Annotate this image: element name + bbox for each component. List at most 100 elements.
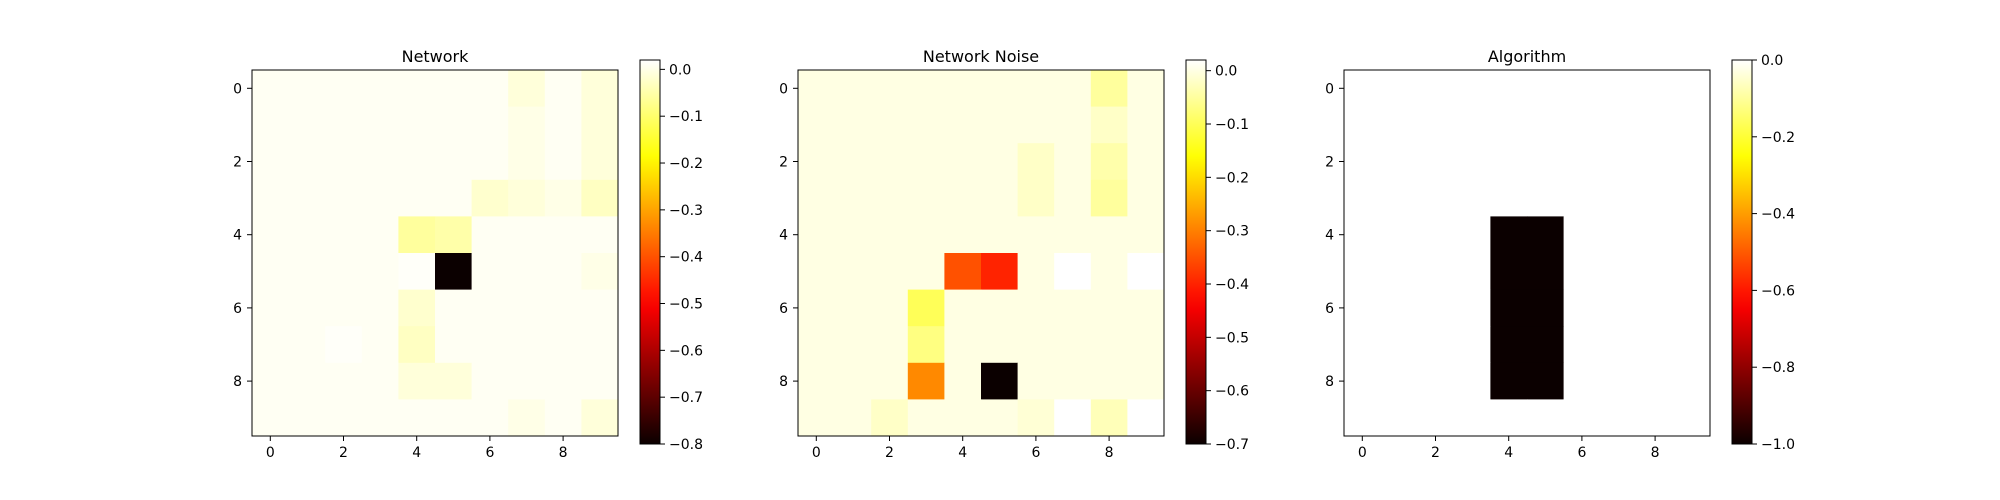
heatmap-cell-r4-c7	[1054, 216, 1092, 254]
colorbar-tick-label: 0.0	[669, 62, 691, 78]
x-tick-label: 6	[1031, 445, 1040, 461]
heatmap-cell-r3-c4	[944, 179, 982, 217]
heatmap-cell-r2-c6	[471, 143, 509, 181]
heatmap-cell-r4-c1	[1380, 216, 1418, 254]
heatmap-cell-r9-c5	[1527, 399, 1564, 437]
heatmap-cell-r9-c7	[1054, 399, 1092, 437]
heatmap-cell-r6-c6	[1563, 289, 1601, 327]
heatmap-cell-r9-c8	[544, 399, 582, 437]
heatmap-cell-r9-c7	[508, 399, 546, 437]
heatmap-cell-r0-c7	[1054, 70, 1092, 107]
heatmap-panel-2: Algorithm 0 2 4 6 8 0 2 4 6 8 0.0 −0.2 −0.4 −0.6 −0.8 −1…	[1325, 47, 1795, 461]
heatmap-cell-r6-c1	[1380, 289, 1418, 327]
heatmap-cell-r4-c1	[288, 216, 326, 254]
heatmap-cell-r8-c4	[944, 362, 982, 400]
axes-frame	[797, 69, 1165, 437]
heatmap-cell-r0-c9	[1127, 70, 1165, 107]
heatmap-cell-r6-c3	[1453, 289, 1491, 327]
heatmap-cell-r4-c2	[871, 216, 909, 254]
heatmap-cell-r5-c3	[907, 253, 945, 290]
heatmap-cell-r8-c6	[1017, 362, 1055, 400]
heatmap-cell-r9-c3	[1453, 399, 1491, 437]
colorbar-tick-label: 0.0	[1215, 64, 1237, 80]
colorbar-tick-label: −0.3	[669, 203, 703, 219]
heatmap-cell-r6-c5	[981, 289, 1018, 327]
heatmap-cell-r9-c5	[435, 399, 472, 437]
heatmap-cell-r5-c9	[581, 253, 619, 290]
heatmap-cell-r3-c5	[981, 179, 1018, 217]
heatmap-cell-r5-c0	[798, 253, 835, 290]
heatmap-cell-r0-c2	[871, 70, 909, 107]
heatmap-cell-r3-c0	[252, 179, 289, 217]
heatmap-cell-r3-c4	[1490, 179, 1528, 217]
heatmap-cell-r8-c4	[1490, 362, 1528, 400]
colorbar-tick-label: −0.6	[1761, 283, 1795, 299]
heatmap-cell-r9-c8	[1090, 399, 1128, 437]
heatmap-cell-r0-c8	[544, 70, 582, 107]
heatmap-cell-r5-c9	[1673, 253, 1711, 290]
y-tick-label: 6	[233, 301, 242, 317]
heatmap-cell-r8-c5	[981, 362, 1018, 400]
y-tick-label: 0	[233, 81, 242, 97]
heatmap-cell-r3-c6	[1563, 179, 1601, 217]
colorbar-tick-label: −0.7	[1215, 437, 1249, 453]
heatmap-cell-r0-c9	[581, 70, 619, 107]
heatmap-cell-r8-c7	[508, 362, 546, 400]
heatmap-cell-r4-c6	[471, 216, 509, 254]
colorbar	[1731, 59, 1753, 445]
heatmap-cell-r6-c4	[1490, 289, 1528, 327]
heatmap-cell-r2-c9	[1127, 143, 1165, 181]
heatmap-cell-r0-c2	[1417, 70, 1455, 107]
x-tick-label: 8	[1105, 445, 1114, 461]
colorbar-tick-label: −0.5	[1215, 330, 1249, 346]
heatmap-cell-r2-c8	[1090, 143, 1128, 181]
heatmap-cell-r5-c1	[288, 253, 326, 290]
heatmap-cell-r5-c8	[544, 253, 582, 290]
x-tick-label: 2	[339, 445, 348, 461]
heatmap-cell-r9-c6	[1563, 399, 1601, 437]
colorbar-tick-label: −0.1	[1215, 117, 1249, 133]
heatmap-cell-r7-c4	[1490, 326, 1528, 364]
heatmap-cell-r7-c8	[1090, 326, 1128, 364]
heatmap-cell-r6-c3	[907, 289, 945, 327]
heatmap-cell-r9-c3	[361, 399, 399, 437]
heatmap-cell-r1-c0	[1344, 106, 1381, 144]
heatmap-cell-r2-c0	[1344, 143, 1381, 181]
heatmap-cell-r3-c1	[834, 179, 872, 217]
heatmap-cell-r0-c3	[361, 70, 399, 107]
heatmap-cell-r1-c4	[398, 106, 436, 144]
heatmap-cell-r6-c9	[1673, 289, 1711, 327]
heatmap-cell-r1-c0	[798, 106, 835, 144]
heatmap-cell-r9-c9	[1673, 399, 1711, 437]
heatmap-cell-r3-c9	[1127, 179, 1165, 217]
heatmap-cell-r7-c6	[471, 326, 509, 364]
heatmap-cell-r4-c1	[834, 216, 872, 254]
colorbar-tick-label: −0.1	[669, 109, 703, 125]
heatmap-panel-0: Network 0 2 4 6 8 0 2 4 6 8 0.0 −0.1 −0.2 −0.3 −0.4 −0.5…	[233, 47, 703, 461]
heatmap-cell-r3-c5	[435, 179, 472, 217]
heatmap-cell-r0-c5	[1527, 70, 1564, 107]
heatmap-cell-r5-c6	[1017, 253, 1055, 290]
heatmap-cell-r2-c1	[834, 143, 872, 181]
heatmap-cell-r1-c9	[1127, 106, 1165, 144]
heatmap-cell-r9-c0	[1344, 399, 1381, 437]
heatmap-cell-r2-c3	[361, 143, 399, 181]
heatmap-cell-r3-c8	[1090, 179, 1128, 217]
heatmap-cell-r0-c0	[1344, 70, 1381, 107]
heatmap-cell-r0-c0	[798, 70, 835, 107]
heatmap-cell-r3-c6	[1017, 179, 1055, 217]
y-tick-label: 2	[233, 155, 242, 171]
heatmap-cell-r4-c9	[1673, 216, 1711, 254]
heatmap-cell-r2-c2	[325, 143, 363, 181]
colorbar	[639, 59, 661, 445]
heatmap-cell-r2-c3	[1453, 143, 1491, 181]
heatmap-cell-r8-c7	[1600, 362, 1638, 400]
heatmap-cell-r4-c7	[508, 216, 546, 254]
heatmap-cell-r7-c7	[508, 326, 546, 364]
heatmap-cell-r4-c9	[1127, 216, 1165, 254]
heatmap-cell-r4-c3	[361, 216, 399, 254]
heatmap-cell-r1-c8	[1636, 106, 1674, 144]
heatmap-cell-r3-c1	[1380, 179, 1418, 217]
heatmap-cell-r1-c7	[1054, 106, 1092, 144]
y-tick-label: 4	[779, 228, 788, 244]
